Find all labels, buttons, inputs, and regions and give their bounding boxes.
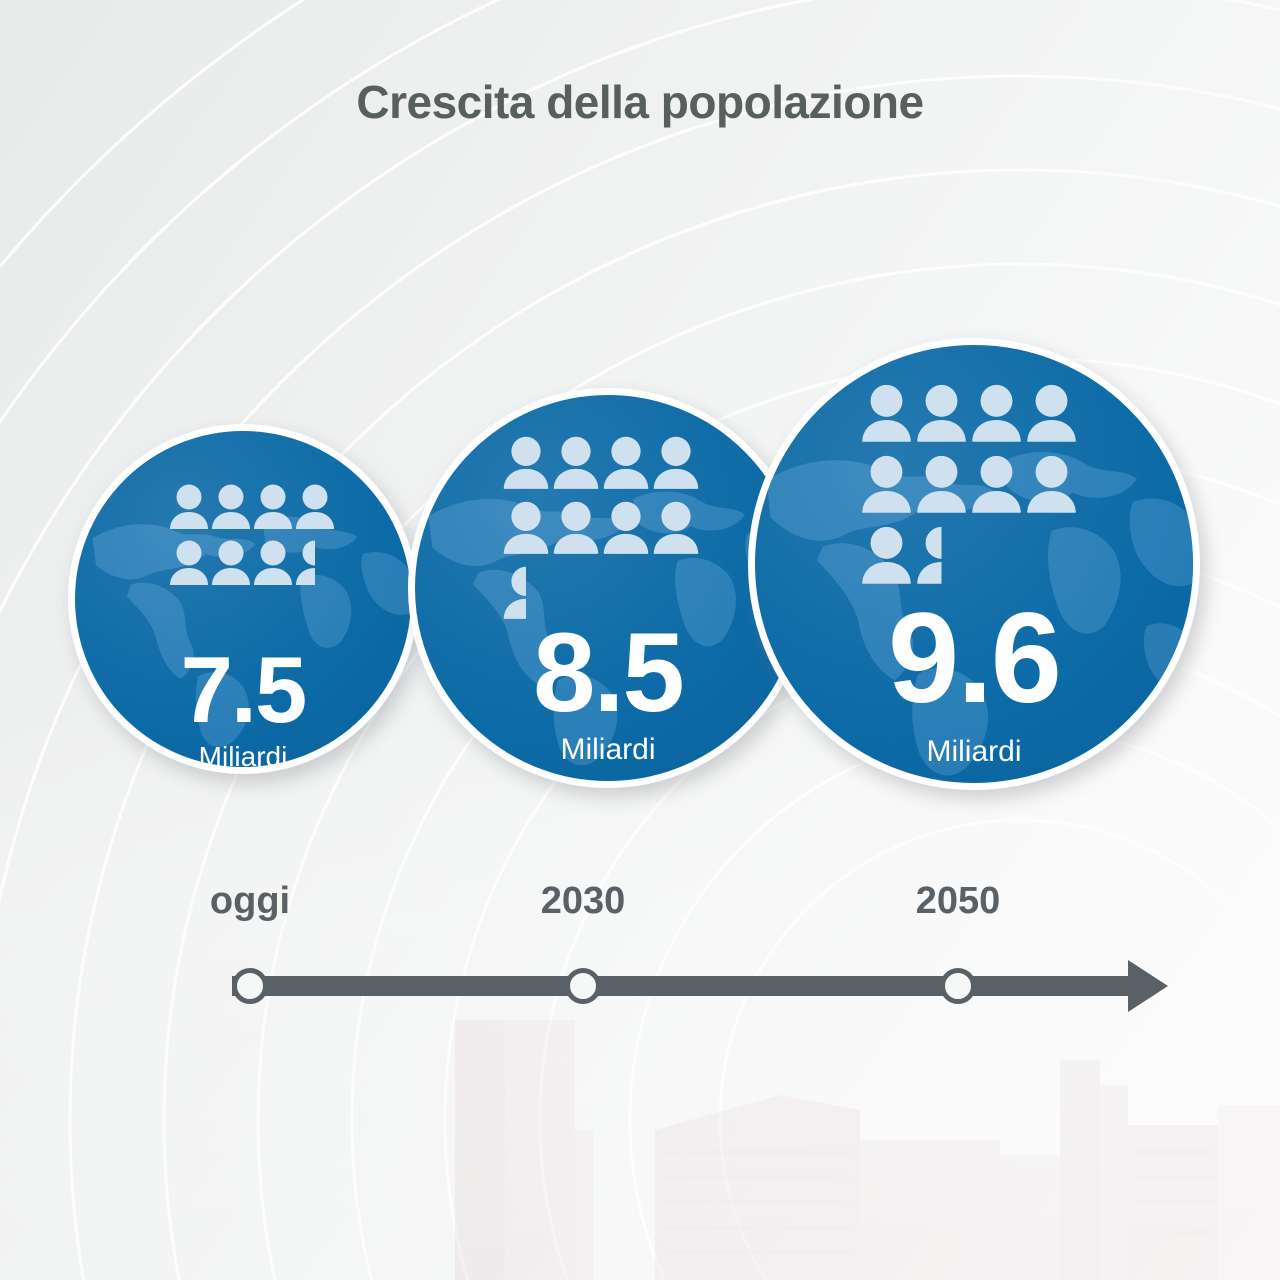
people-row [168, 539, 411, 586]
people-pictogram-oggi [75, 483, 411, 586]
person-icon [969, 454, 1024, 514]
timeline-label-2050: 2050 [915, 880, 1001, 922]
person-icon [551, 435, 601, 490]
timeline-dot-2050[interactable] [940, 968, 976, 1004]
people-row [859, 383, 1193, 443]
person-icon [859, 525, 914, 585]
globe-unit-label: Miliardi [926, 735, 1022, 768]
globe-oggi[interactable]: 7.5 Miliardi [68, 424, 418, 774]
people-row [859, 525, 1193, 585]
people-pictogram-2050 [755, 383, 1193, 585]
globe-2050[interactable]: 9.6 Miliardi [748, 338, 1200, 790]
person-icon [252, 539, 294, 586]
page-title: Crescita della popolazione [356, 76, 924, 128]
person-icon [551, 500, 601, 555]
person-icon [501, 435, 551, 490]
timeline-dot-oggi[interactable] [232, 968, 268, 1004]
person-icon [294, 483, 336, 530]
person-icon [210, 539, 252, 586]
person-icon [501, 500, 551, 555]
people-row [168, 483, 411, 530]
person-icon [859, 454, 914, 514]
timeline-dot-2030[interactable] [565, 968, 601, 1004]
globe-unit-label: Miliardi [198, 741, 288, 772]
person-icon [859, 383, 914, 443]
person-icon [168, 539, 210, 586]
people-row [859, 454, 1193, 514]
person-icon [168, 483, 210, 530]
person-icon [210, 483, 252, 530]
person-icon [651, 500, 701, 555]
person-icon [252, 483, 294, 530]
person-icon [914, 383, 969, 443]
globe-2030[interactable]: 8.5 Miliardi [408, 388, 808, 788]
person-icon [601, 435, 651, 490]
person-icon [651, 435, 701, 490]
person-half-icon [294, 539, 336, 586]
timeline-label-oggi: oggi [209, 880, 291, 922]
person-icon [601, 500, 651, 555]
person-icon [1024, 383, 1079, 443]
person-half-icon [914, 525, 969, 585]
timeline-label-2030: 2030 [540, 880, 626, 922]
people-pictogram-2030 [415, 435, 801, 620]
person-icon [1024, 454, 1079, 514]
arrow-right-icon [1128, 960, 1168, 1012]
globe-value: 7.5 [180, 637, 308, 742]
globe-unit-label: Miliardi [560, 733, 656, 766]
timeline-bar [232, 976, 1142, 996]
timeline: oggi 2030 2050 [0, 880, 1280, 1020]
globe-value: 8.5 [533, 610, 685, 735]
globe-value: 9.6 [888, 587, 1062, 730]
person-icon [914, 454, 969, 514]
person-icon [969, 383, 1024, 443]
